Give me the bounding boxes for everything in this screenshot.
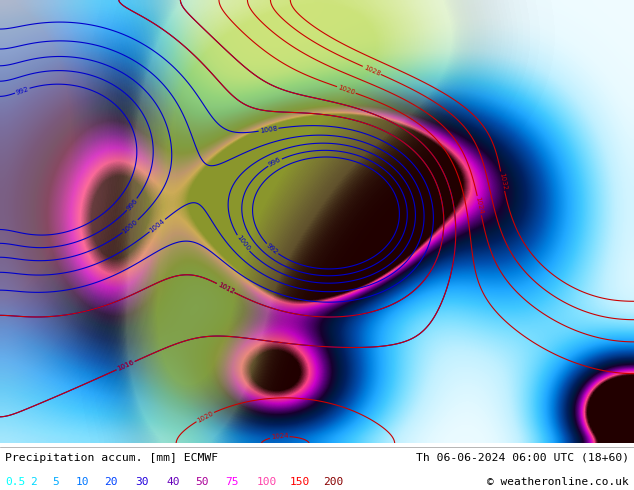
- Text: 10: 10: [76, 477, 89, 487]
- Text: 1004: 1004: [148, 218, 166, 234]
- Text: 2: 2: [30, 477, 37, 487]
- Text: 20: 20: [105, 477, 118, 487]
- Text: 30: 30: [135, 477, 148, 487]
- Text: © weatheronline.co.uk: © weatheronline.co.uk: [487, 477, 629, 487]
- Text: 1016: 1016: [116, 359, 135, 372]
- Text: 996: 996: [126, 197, 139, 212]
- Text: Precipitation accum. [mm] ECMWF: Precipitation accum. [mm] ECMWF: [5, 453, 218, 463]
- Text: 1000: 1000: [235, 234, 251, 252]
- Text: 996: 996: [268, 156, 282, 168]
- Text: 200: 200: [323, 477, 344, 487]
- Text: 1024: 1024: [271, 433, 288, 441]
- Text: 1008: 1008: [259, 125, 278, 134]
- Text: 1024: 1024: [474, 196, 484, 215]
- Text: 0.5: 0.5: [5, 477, 25, 487]
- Text: 1012: 1012: [216, 281, 235, 295]
- Text: 1012: 1012: [216, 281, 235, 295]
- Text: 1028: 1028: [363, 64, 381, 77]
- Text: 992: 992: [15, 86, 30, 96]
- Text: 50: 50: [195, 477, 209, 487]
- Text: 1016: 1016: [116, 359, 135, 372]
- Text: 75: 75: [225, 477, 238, 487]
- Text: 150: 150: [290, 477, 310, 487]
- Text: 1020: 1020: [196, 410, 214, 423]
- Text: 40: 40: [166, 477, 179, 487]
- Text: 5: 5: [53, 477, 60, 487]
- Text: 992: 992: [265, 242, 280, 256]
- Text: Th 06-06-2024 06:00 UTC (18+60): Th 06-06-2024 06:00 UTC (18+60): [416, 453, 629, 463]
- Text: 1032: 1032: [498, 172, 507, 191]
- Text: 1020: 1020: [337, 84, 356, 96]
- Text: 1000: 1000: [122, 219, 139, 235]
- Text: 100: 100: [257, 477, 277, 487]
